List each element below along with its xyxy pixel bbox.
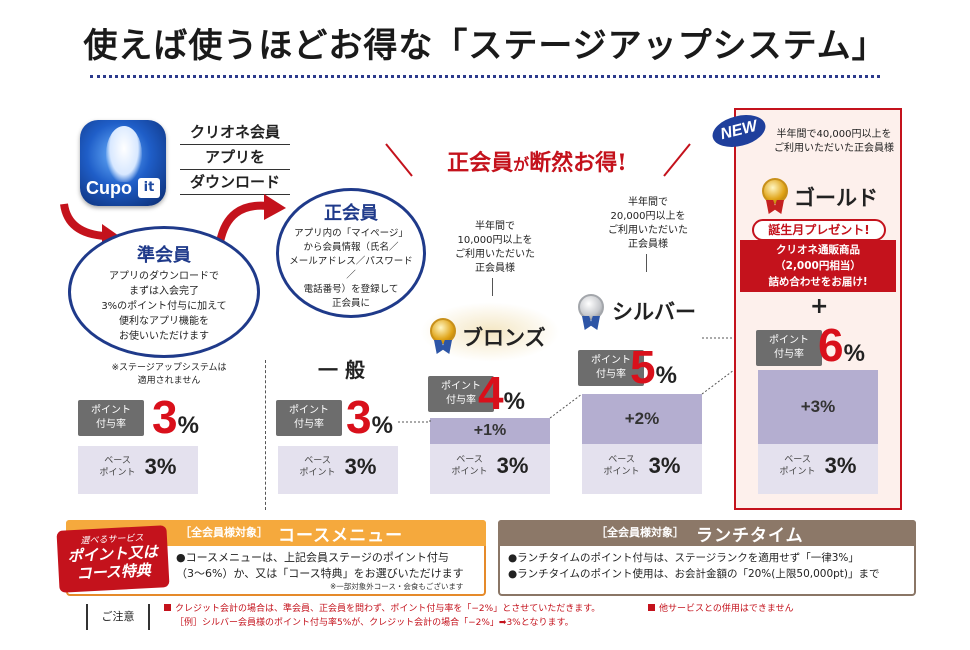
- silver-bracket: [646, 254, 647, 272]
- general-base-value: 3%: [344, 454, 377, 479]
- cupo-app-icon: Cupo it: [80, 120, 166, 206]
- silver-base-value: 3%: [648, 453, 681, 478]
- gold-rate-pct: %: [843, 340, 865, 367]
- gold-ribbon-icon: [766, 200, 784, 214]
- section-divider: [265, 360, 266, 510]
- lunch-time-title: ランチタイム: [696, 526, 804, 546]
- associate-base-label: ベース ポイント: [99, 456, 136, 478]
- gold-rate-value: 6%: [818, 318, 865, 372]
- app-icon-badge: it: [138, 178, 160, 198]
- associate-description: アプリのダウンロードで まずは入会完了 3%のポイント付与に加えて 便利なアプリ…: [101, 271, 227, 342]
- gold-base-label: ベース ポイント: [779, 455, 816, 477]
- bronze-medal-icon: [430, 318, 456, 344]
- silver-rate-pct: %: [655, 362, 677, 389]
- notice-bullet-icon: [164, 604, 171, 611]
- associate-rate-value: 3%: [152, 390, 199, 444]
- bronze-rate-number: 4: [478, 367, 504, 419]
- general-rate-number: 3: [346, 391, 372, 443]
- silver-rate-value: 5%: [630, 340, 677, 394]
- lunch-time-header: [498, 520, 916, 546]
- silver-ribbon-icon: [582, 316, 600, 330]
- notice-example: ［例］シルバー会員様のポイント付与率5%が、クレジット会計の場合「−2%」➡3%…: [175, 618, 574, 628]
- bronze-base-label: ベース ポイント: [451, 455, 488, 477]
- birthday-present-title: 誕生月プレゼント!: [752, 219, 886, 241]
- bronze-bracket: [492, 278, 493, 296]
- regular-member-bubble: 正会員 アプリ内の「マイページ」 から会員情報（氏名／ メールアドレス／パスワー…: [276, 188, 426, 318]
- silver-base-label: ベース ポイント: [603, 455, 640, 477]
- title-divider: [90, 75, 880, 78]
- associate-base-box: ベース ポイント 3%: [78, 446, 198, 494]
- arrow-to-regular-icon: [216, 194, 286, 243]
- silver-base-box: ベース ポイント 3%: [582, 444, 702, 494]
- bronze-name: ブロンズ: [462, 326, 546, 350]
- general-rate-label: ポイント 付与率: [276, 400, 342, 436]
- silver-name: シルバー: [612, 300, 696, 324]
- headline-slash-left-icon: [385, 143, 413, 177]
- general-base-label: ベース ポイント: [299, 456, 336, 478]
- lunch-target-tag: ［全会員様対象］: [596, 526, 684, 539]
- gold-name: ゴールド: [794, 186, 878, 210]
- page-title: 使えば使うほどお得な「ステージアップシステム」: [83, 26, 887, 66]
- gold-condition: 半年間で40,000円以上を ご利用いただいた正会員様: [774, 129, 894, 154]
- associate-note: ※ステージアップシステムは 適用されません: [111, 363, 227, 386]
- gold-rate-label: ポイント 付与率: [756, 330, 822, 366]
- associate-title: 準会員: [137, 245, 191, 266]
- general-rate-pct: %: [371, 412, 393, 439]
- download-line-1: クリオネ会員: [180, 120, 290, 145]
- headline-particle: が: [513, 155, 530, 174]
- associate-rate-label: ポイント 付与率: [78, 400, 144, 436]
- notice-credit-text: クレジット会計の場合は、準会員、正会員を問わず、ポイント付与率を「−2%」とさせ…: [175, 604, 601, 614]
- general-label: 一 般: [318, 358, 365, 382]
- bronze-base-value: 3%: [496, 453, 529, 478]
- gold-medal-icon: [762, 178, 788, 204]
- mascot-figure-icon: [106, 126, 142, 182]
- bronze-base-box: ベース ポイント 3%: [430, 444, 550, 494]
- notice-no-combination-text: 他サービスとの併用はできません: [659, 604, 794, 614]
- bronze-rate-label: ポイント 付与率: [428, 376, 494, 412]
- birthday-present-detail: クリオネ通販商品 （2,000円相当） 詰め合わせをお届け!: [740, 240, 896, 292]
- general-base-box: ベース ポイント 3%: [278, 446, 398, 494]
- regular-member-headline: 正会員が断然お得!: [412, 145, 662, 177]
- gold-plus-sign: +: [810, 294, 829, 319]
- associate-base-value: 3%: [144, 454, 177, 479]
- bronze-ribbon-icon: [434, 340, 452, 354]
- bronze-condition: 半年間で 10,000円以上を ご利用いただいた 正会員様: [455, 221, 535, 274]
- download-instruction: クリオネ会員 アプリを ダウンロード: [180, 120, 290, 195]
- headline-main: 正会員: [447, 150, 514, 176]
- regular-title: 正会員: [324, 203, 378, 224]
- notice-no-combination: 他サービスとの併用はできません: [648, 603, 848, 616]
- app-icon-text: Cupo: [86, 178, 132, 198]
- notice-label: ご注意: [86, 604, 150, 630]
- lunch-time-description: ●ランチタイムのポイント付与は、ステージランクを適用せず「一律3%」 ●ランチタ…: [508, 552, 880, 580]
- bronze-bonus: +1%: [430, 418, 550, 444]
- bronze-rate-value: 4%: [478, 366, 525, 420]
- download-line-3: ダウンロード: [180, 170, 290, 195]
- silver-rate-number: 5: [630, 341, 656, 393]
- course-target-tag: ［全会員様対象］: [180, 526, 268, 539]
- regular-description: アプリ内の「マイページ」 から会員情報（氏名／ メールアドレス／パスワード／ 電…: [289, 228, 413, 309]
- course-menu-title: コースメニュー: [278, 526, 404, 546]
- headline-slash-right-icon: [663, 143, 691, 177]
- notice-credit: クレジット会計の場合は、準会員、正会員を問わず、ポイント付与率を「−2%」とさせ…: [164, 603, 624, 616]
- silver-medal-icon: [578, 294, 604, 320]
- gold-rate-number: 6: [818, 319, 844, 371]
- download-line-2: アプリを: [180, 145, 290, 170]
- stair-step-lines: [398, 337, 738, 423]
- gold-base-box: ベース ポイント 3%: [758, 444, 878, 494]
- associate-rate-pct: %: [177, 412, 199, 439]
- silver-bonus: +2%: [582, 394, 702, 444]
- headline-end: 断然お得!: [529, 150, 627, 176]
- course-menu-description: ●コースメニューは、上記会員ステージのポイント付与 （3〜6%）か、又は「コース…: [176, 551, 464, 580]
- bronze-rate-pct: %: [503, 388, 525, 415]
- notice-bullet-icon: [648, 604, 655, 611]
- general-rate-value: 3%: [346, 390, 393, 444]
- silver-condition: 半年間で 20,000円以上を ご利用いただいた 正会員様: [608, 197, 688, 250]
- associate-member-bubble: 準会員 アプリのダウンロードで まずは入会完了 3%のポイント付与に加えて 便利…: [68, 226, 260, 358]
- course-benefit-badge: 選べるサービス ポイント又は コース特典: [56, 525, 170, 593]
- course-menu-footnote: ※一部対象外コース・会食もございます: [330, 582, 464, 591]
- gold-base-value: 3%: [824, 453, 857, 478]
- associate-rate-number: 3: [152, 391, 178, 443]
- gold-bonus: +3%: [758, 370, 878, 444]
- silver-rate-label: ポイント 付与率: [578, 350, 644, 386]
